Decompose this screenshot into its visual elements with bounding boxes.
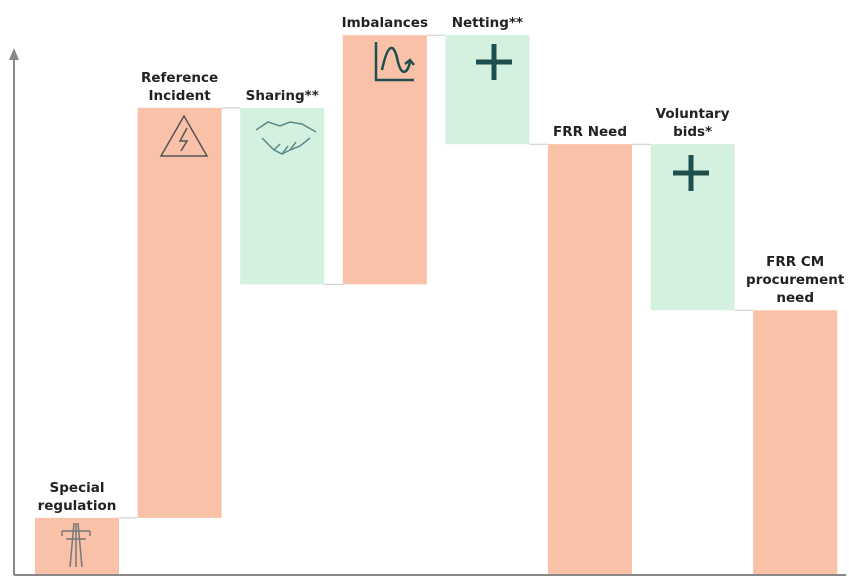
bar bbox=[35, 517, 119, 575]
bar-label: FRR Need bbox=[553, 124, 627, 141]
bar bbox=[240, 107, 325, 285]
bar bbox=[342, 35, 427, 285]
bar-label: Reference Incident bbox=[141, 69, 219, 104]
bar bbox=[753, 310, 838, 575]
pylon-icon bbox=[61, 522, 91, 568]
bars bbox=[35, 34, 838, 575]
bar-label: Voluntary bids* bbox=[655, 106, 730, 141]
lightning-icon bbox=[159, 114, 209, 157]
bar-label: Special regulation bbox=[37, 479, 117, 514]
icons bbox=[61, 42, 709, 568]
handshake-icon bbox=[255, 121, 317, 155]
bar bbox=[445, 35, 530, 145]
bar-label: Imbalances bbox=[341, 15, 428, 32]
bar-label: FRR CM procurement need bbox=[746, 254, 845, 307]
y-axis-arrow bbox=[9, 48, 19, 60]
plus-icon bbox=[673, 155, 709, 191]
bar bbox=[548, 144, 632, 575]
bar bbox=[137, 107, 222, 518]
bar-label: Netting** bbox=[451, 15, 524, 32]
bar-label: Sharing** bbox=[245, 87, 319, 104]
plus-icon bbox=[476, 44, 512, 80]
waveform-icon bbox=[374, 42, 415, 82]
